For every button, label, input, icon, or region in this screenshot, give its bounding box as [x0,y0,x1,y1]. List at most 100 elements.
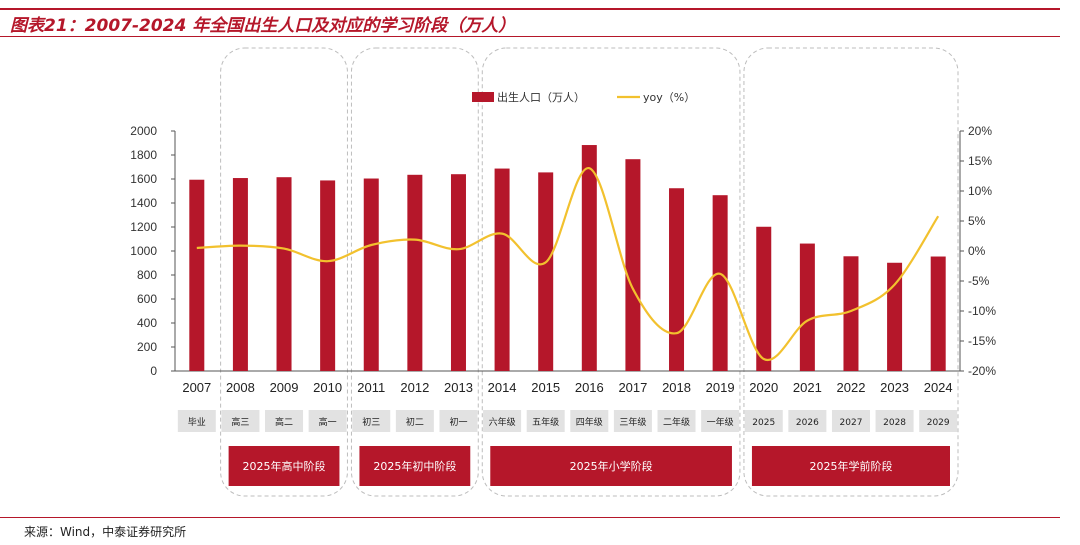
right-tick-label: -15% [968,334,996,348]
stage-label: 一年级 [707,416,734,428]
year-label: 2014 [488,380,517,395]
stage-box [613,410,652,432]
left-tick-label: 1400 [130,196,157,210]
year-label: 2011 [357,380,385,395]
stage-box [526,410,565,432]
phase-box [751,446,950,486]
right-tick-label: 5% [968,214,986,228]
bar [581,145,597,371]
legend-line-label: yoy（%） [643,91,695,104]
bar [320,180,336,371]
year-label: 2007 [182,380,211,395]
year-label: 2013 [444,380,473,395]
year-label: 2021 [793,380,822,395]
bar [450,174,466,371]
phase-box [490,446,732,486]
legend-bar-label: 出生人口（万人） [497,90,585,104]
bar [189,179,205,371]
phase-label: 2025年初中阶段 [373,459,456,473]
phase-label: 2025年高中阶段 [243,459,326,473]
right-tick-label: 20% [968,124,992,138]
stage-box [265,410,304,432]
source-note: 来源：Wind，中泰证券研究所 [24,525,187,539]
bar [756,226,772,371]
stage-label: 毕业 [188,416,206,428]
stage-label: 高一 [319,416,337,428]
year-label: 2018 [662,380,691,395]
phase-frame [220,47,348,497]
bar [407,174,423,371]
year-label: 2009 [270,380,299,395]
year-label: 2023 [880,380,909,395]
stage-label: 二年级 [663,416,690,428]
page-title: 图表21：2007-2024 年全国出生人口及对应的学习阶段（万人） [10,16,516,36]
stage-box [744,410,783,432]
stage-label: 高二 [275,416,293,428]
stage-box [657,410,696,432]
stage-box [221,410,260,432]
left-tick-label: 800 [137,268,157,282]
stage-label: 2029 [927,418,950,428]
year-label: 2022 [837,380,866,395]
bar [625,159,641,371]
stage-label: 2028 [883,418,906,428]
left-tick-label: 200 [137,340,157,354]
stage-label: 五年级 [532,416,559,428]
stage-box [395,410,434,432]
left-tick-label: 1000 [130,244,157,258]
stage-box [875,410,914,432]
stage-box [177,410,216,432]
stage-box [483,410,522,432]
stage-label: 初三 [362,416,380,428]
bar [843,256,859,371]
stage-label: 2025 [752,418,775,428]
left-tick-label: 1200 [130,220,157,234]
right-tick-label: -20% [968,364,996,378]
stage-box [788,410,827,432]
stage-label: 高三 [231,416,249,428]
bar [232,178,248,371]
year-label: 2015 [531,380,560,395]
stage-label: 2026 [796,418,819,428]
year-label: 2024 [924,380,953,395]
yoy-line [196,167,940,362]
bar [712,195,728,371]
right-tick-label: 10% [968,184,992,198]
stage-label: 六年级 [489,416,516,428]
left-tick-label: 400 [137,316,157,330]
year-label: 2008 [226,380,255,395]
stage-box [701,410,740,432]
phase-label: 2025年学前阶段 [809,459,892,473]
left-tick-label: 1800 [130,148,157,162]
right-tick-label: -10% [968,304,996,318]
phase-frame [743,47,959,497]
phase-box [359,446,471,486]
title-bar: 图表21：2007-2024 年全国出生人口及对应的学习阶段（万人） [0,8,1060,37]
left-tick-label: 0 [150,364,157,378]
year-label: 2020 [749,380,778,395]
bar [799,243,815,371]
stage-label: 初二 [406,416,424,428]
bar [669,188,685,371]
stage-box [831,410,870,432]
year-label: 2010 [313,380,342,395]
year-label: 2019 [706,380,735,395]
year-label: 2012 [400,380,429,395]
right-tick-label: -5% [968,274,990,288]
phase-label: 2025年小学阶段 [570,459,653,473]
stage-label: 四年级 [576,416,603,428]
bar [494,168,510,371]
source-divider [0,517,1060,518]
right-tick-label: 0% [968,244,986,258]
bar [930,256,946,371]
stage-label: 初一 [449,416,467,428]
stage-box [352,410,391,432]
left-tick-label: 600 [137,292,157,306]
legend-bar-swatch [472,92,494,102]
bar [363,178,379,371]
bar [538,172,554,371]
year-label: 2016 [575,380,604,395]
stage-box [439,410,478,432]
phase-frame [350,47,479,497]
